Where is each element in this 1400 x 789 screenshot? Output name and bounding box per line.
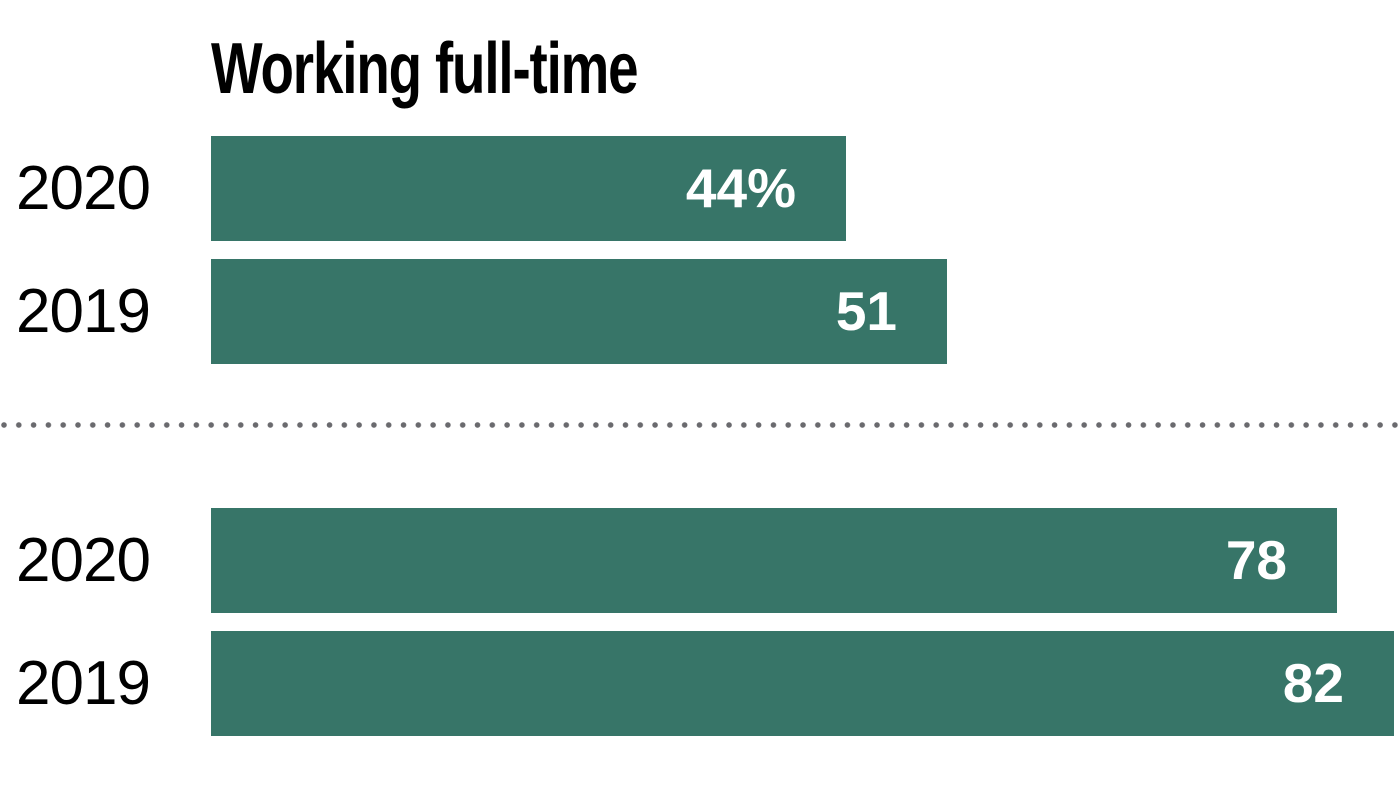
bar: 44% (211, 136, 846, 241)
bar-group-bottom: 2020 78 2019 82 (0, 508, 1400, 754)
bar-row: 2020 44% (0, 136, 1400, 241)
bar-value-label: 44% (685, 157, 796, 219)
bar-value-label: 78 (1225, 529, 1287, 591)
dotted-divider (0, 421, 1400, 429)
year-label: 2019 (16, 648, 151, 718)
bar: 51 (211, 259, 947, 364)
bar-row: 2019 51 (0, 259, 1400, 364)
chart-title: Working full-time (211, 29, 639, 109)
bar: 78 (211, 508, 1337, 613)
bar-row: 2020 78 (0, 508, 1400, 613)
bar-value-label: 82 (1282, 652, 1344, 714)
year-label: 2019 (16, 276, 151, 346)
year-label: 2020 (16, 525, 151, 595)
year-label: 2020 (16, 153, 151, 223)
bar-row: 2019 82 (0, 631, 1400, 736)
bar-group-top: 2020 44% 2019 51 (0, 136, 1400, 382)
bar: 82 (211, 631, 1394, 736)
bar-value-label: 51 (835, 280, 897, 342)
